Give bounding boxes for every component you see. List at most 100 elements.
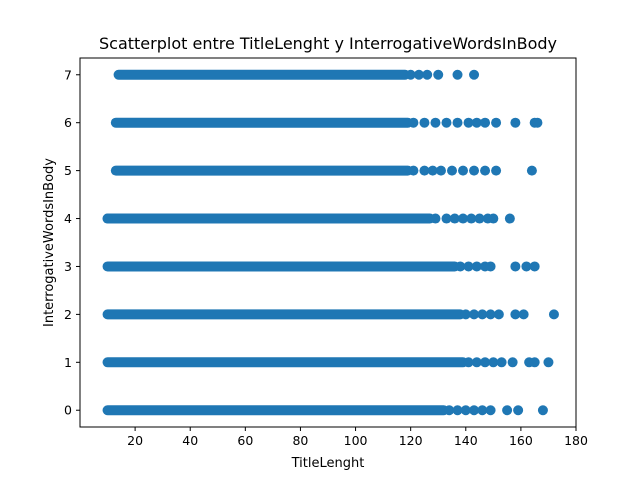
y-axis-ticks: 0 1 2 3 4 5 6 7	[64, 67, 80, 418]
scatter-point	[474, 213, 485, 224]
scatter-point	[102, 213, 113, 224]
scatter-point	[543, 357, 554, 368]
scatter-point	[447, 165, 457, 176]
scatter-point	[480, 165, 491, 176]
scatter-point	[466, 213, 477, 224]
scatter-point	[408, 117, 419, 128]
scatter-point	[507, 357, 518, 368]
scatter-point	[452, 69, 463, 80]
y-tick-label: 5	[64, 163, 72, 178]
scatter-point	[504, 213, 515, 224]
chart-title: Scatterplot entre TitleLenght y Interrog…	[99, 34, 557, 53]
scatter-point	[430, 117, 441, 128]
scatter-point	[435, 165, 446, 176]
y-tick-label: 6	[64, 115, 72, 130]
scatter-point	[491, 165, 502, 176]
scatter-point	[510, 309, 521, 320]
scatter-point	[502, 405, 513, 416]
x-tick-label: 160	[509, 433, 533, 448]
x-axis-ticks: 20 40 60 80 100 120 140 160 180	[127, 427, 588, 448]
x-tick-label: 40	[182, 433, 198, 448]
y-tick-label: 2	[64, 307, 72, 322]
scatter-point	[526, 165, 537, 176]
axes-frame	[79, 57, 577, 428]
scatter-point	[458, 165, 469, 176]
scatter-point	[430, 213, 441, 224]
scatter-point	[477, 309, 488, 320]
x-tick-label: 100	[344, 433, 368, 448]
scatter-point	[469, 165, 480, 176]
x-tick-label: 80	[292, 433, 308, 448]
x-tick-label: 60	[237, 433, 253, 448]
scatter-point	[480, 117, 491, 128]
scatter-point	[458, 213, 469, 224]
dense-point-band-y5	[110, 165, 413, 176]
x-tick-label: 120	[399, 433, 423, 448]
dense-point-band-y2	[102, 309, 466, 320]
x-tick-label: 180	[564, 433, 588, 448]
scatter-point	[469, 405, 480, 416]
scatter-point	[441, 213, 452, 224]
scatter-point	[469, 309, 480, 320]
y-tick-label: 4	[64, 211, 72, 226]
dense-point-band-y7	[113, 69, 411, 80]
y-tick-label: 3	[64, 259, 72, 274]
x-axis-label: TitleLenght	[291, 456, 365, 471]
scatter-point	[532, 117, 543, 128]
scatter-point	[408, 165, 419, 176]
scatter-point	[463, 357, 474, 368]
scatter-point	[510, 261, 521, 272]
y-tick-label: 7	[64, 67, 72, 82]
scatter-point	[471, 117, 482, 128]
scatter-point	[455, 261, 466, 272]
scatter-point	[444, 405, 455, 416]
scatter-point	[493, 309, 504, 320]
scatter-point	[460, 309, 471, 320]
scatter-point	[480, 357, 491, 368]
scatter-point	[548, 309, 559, 320]
scatter-point	[521, 261, 532, 272]
scatter-point	[463, 261, 474, 272]
scatter-point	[460, 405, 471, 416]
plot-area	[102, 69, 559, 416]
scatter-point	[529, 261, 540, 272]
scatter-point	[419, 165, 430, 176]
scatter-point	[485, 405, 496, 416]
x-tick-label: 20	[127, 433, 143, 448]
scatter-point	[463, 117, 474, 128]
scatter-point	[518, 309, 529, 320]
dense-point-band-y0	[102, 405, 449, 416]
scatter-point	[485, 309, 496, 320]
scatter-point	[422, 69, 433, 80]
scatter-point	[529, 357, 540, 368]
scatter-point	[471, 261, 482, 272]
dense-point-band-y1	[102, 357, 469, 368]
scatter-point	[433, 69, 444, 80]
scatter-point	[471, 357, 482, 368]
y-tick-label: 1	[64, 355, 72, 370]
scatter-point	[510, 117, 521, 128]
scatter-point	[441, 117, 452, 128]
dense-point-band-y3	[102, 261, 460, 272]
scatter-point	[485, 261, 496, 272]
scatter-point	[491, 117, 502, 128]
scatter-point	[537, 405, 548, 416]
dense-point-band-y4	[102, 213, 435, 224]
y-axis-label: InterrogativeWordsInBody	[42, 158, 57, 327]
scatter-point	[452, 117, 463, 128]
scatter-point	[477, 405, 488, 416]
x-tick-label: 140	[454, 433, 478, 448]
scatter-point	[419, 117, 430, 128]
scatter-point	[469, 69, 480, 80]
scatter-point	[452, 405, 463, 416]
scatter-point	[488, 357, 499, 368]
scatter-point	[513, 405, 524, 416]
scatter-point	[449, 213, 460, 224]
scatter-point	[427, 165, 438, 176]
y-tick-label: 0	[64, 403, 72, 418]
scatter-point	[413, 69, 424, 80]
scatter-point	[488, 213, 499, 224]
scatter-point	[405, 69, 416, 80]
